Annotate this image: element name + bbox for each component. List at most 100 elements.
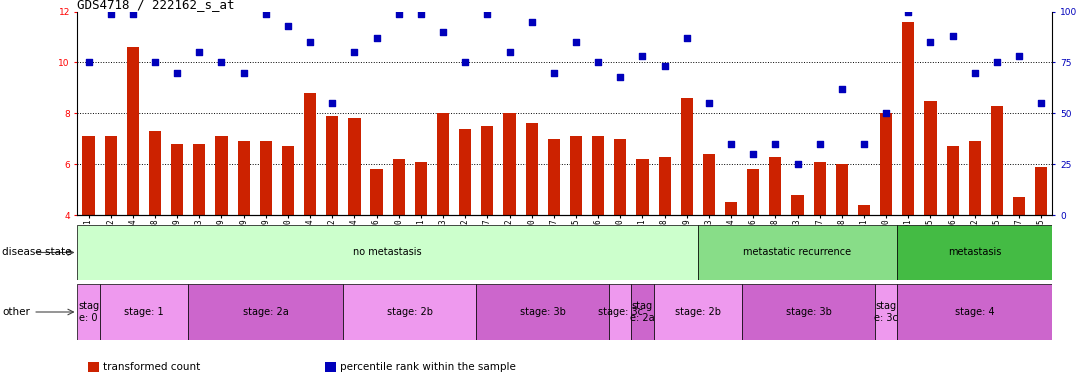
Point [456,59,473,65]
Text: stage: 2b: stage: 2b [675,307,721,317]
Point [678,35,695,41]
Point [435,29,452,35]
Text: GDS4718 / 222162_s_at: GDS4718 / 222162_s_at [77,0,235,12]
Point [479,10,496,17]
Text: stage: 3b: stage: 3b [785,307,832,317]
Point [811,141,829,147]
Point [1010,53,1028,60]
Point [700,100,718,106]
Point [124,10,141,17]
Bar [614,139,626,215]
Point [900,8,917,15]
Bar [836,164,848,215]
Point [989,59,1006,65]
Bar [194,144,206,215]
Bar [698,225,897,280]
Text: stag
e: 3c: stag e: 3c [874,301,898,323]
Point [855,141,873,147]
Bar [813,162,825,215]
Point [280,23,297,29]
Bar [875,284,897,340]
Bar [632,284,653,340]
Point [213,59,230,65]
Point [501,49,519,55]
Point [368,35,385,41]
Text: percentile rank within the sample: percentile rank within the sample [340,362,515,372]
Point [922,39,939,45]
Bar [991,106,1003,215]
Point [324,100,341,106]
Bar [902,22,915,215]
Point [722,141,739,147]
Point [745,151,762,157]
Point [767,141,784,147]
Point [546,70,563,76]
Text: stage: 1: stage: 1 [124,307,164,317]
Bar [477,284,609,340]
Bar [259,141,272,215]
Bar [592,136,605,215]
Bar [525,124,538,215]
Bar [77,284,100,340]
Point [878,110,895,116]
Bar [188,284,343,340]
Bar [659,157,670,215]
Point [345,49,363,55]
Text: stage: 2b: stage: 2b [386,307,433,317]
Text: transformed count: transformed count [103,362,200,372]
Point [1033,100,1050,106]
Bar [459,129,471,215]
Text: metastatic recurrence: metastatic recurrence [744,247,851,258]
Point [146,59,164,65]
Bar [104,136,117,215]
Point [301,39,318,45]
Point [789,161,806,167]
Bar [968,141,981,215]
Bar [148,131,161,215]
Bar [897,284,1052,340]
Point [190,49,208,55]
Point [656,63,674,70]
Point [391,10,408,17]
Text: stag
e: 2a: stag e: 2a [631,301,655,323]
Bar [747,169,760,215]
Bar [305,93,316,215]
Text: no metastasis: no metastasis [353,247,422,258]
Bar [238,141,250,215]
Bar [100,284,188,340]
Text: metastasis: metastasis [948,247,1002,258]
Bar [127,47,139,215]
Bar [282,146,294,215]
Text: disease state: disease state [2,247,72,258]
Point [833,86,850,92]
Point [634,53,651,60]
Bar [703,154,716,215]
Bar [792,195,804,215]
Bar [349,118,360,215]
Bar [1035,167,1047,215]
Point [102,10,119,17]
Bar [570,136,582,215]
Point [523,19,540,25]
Point [966,70,983,76]
Point [611,74,628,80]
Point [80,59,97,65]
Point [944,33,961,39]
Bar [343,284,477,340]
Bar [609,284,632,340]
Bar [414,162,427,215]
Bar [653,284,742,340]
Bar [326,116,338,215]
Point [169,70,186,76]
Bar [393,159,405,215]
Bar [171,144,183,215]
Bar [1013,197,1025,215]
Bar [681,98,693,215]
Bar [897,225,1052,280]
Bar [858,205,870,215]
Bar [924,101,936,215]
Bar [769,157,781,215]
Text: stag
e: 0: stag e: 0 [77,301,99,323]
Point [257,10,274,17]
Point [235,70,252,76]
